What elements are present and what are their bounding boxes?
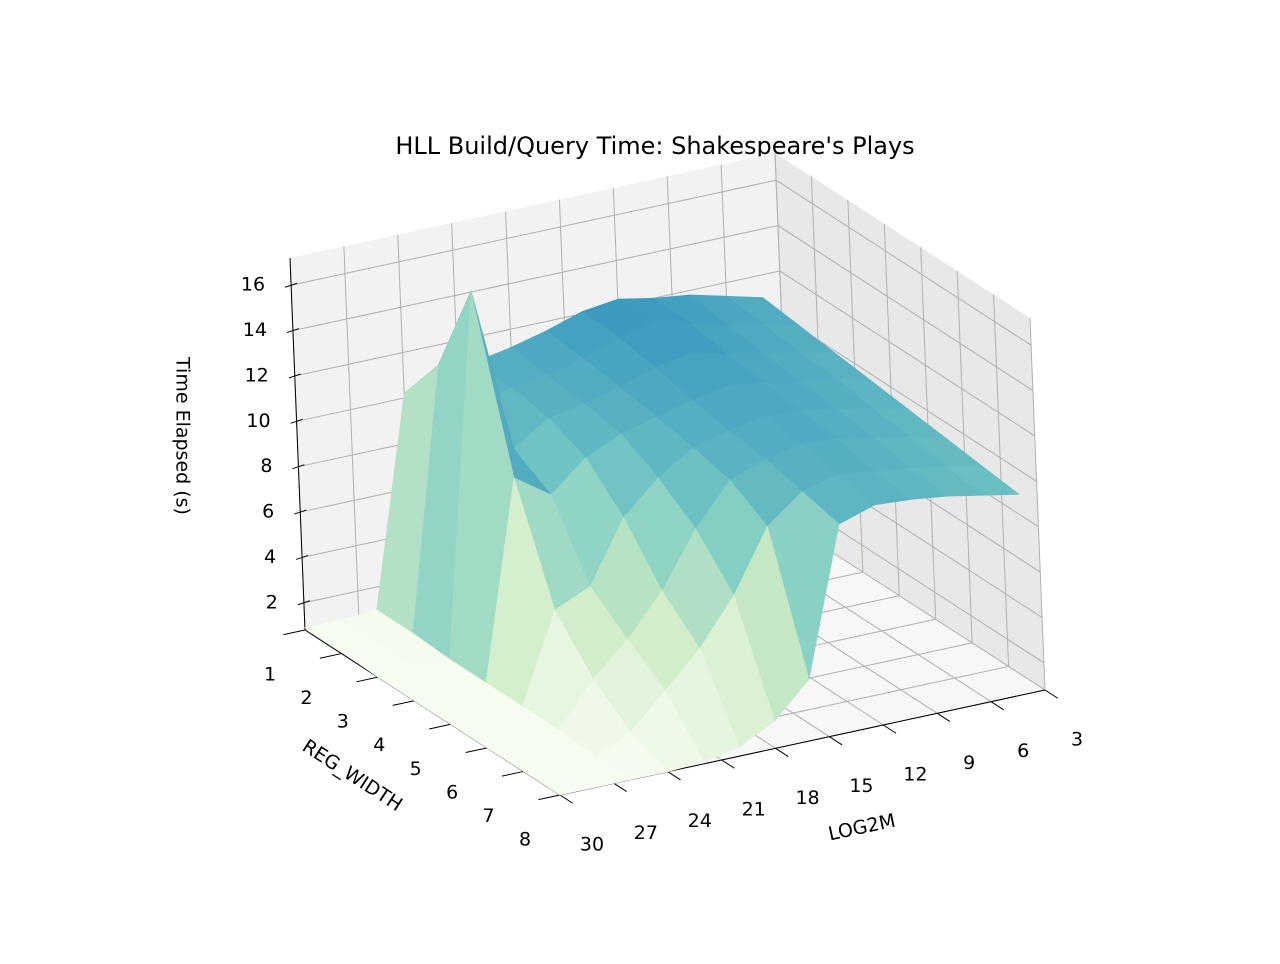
y-tick-label: 2 — [300, 687, 312, 709]
z-tick-label: 4 — [264, 546, 276, 568]
x-tick-label: 18 — [795, 787, 819, 809]
y-tick-label: 6 — [446, 781, 458, 803]
grid-line — [1029, 317, 1046, 691]
x-tick-label: 30 — [580, 834, 604, 856]
x-tick-label: 21 — [742, 799, 766, 821]
tick-mark — [1044, 689, 1059, 699]
tick-mark — [356, 676, 378, 683]
x-tick-label: 6 — [1017, 740, 1029, 762]
tick-mark — [283, 629, 306, 636]
tick-mark — [538, 794, 561, 801]
y-tick-label: 1 — [264, 664, 276, 686]
tick-mark — [613, 782, 627, 793]
y-tick-label: 8 — [519, 829, 531, 851]
z-tick-label: 6 — [262, 501, 274, 523]
z-tick-label: 10 — [246, 410, 270, 432]
x-axis-label: LOG2M — [826, 810, 897, 846]
tick-mark — [667, 771, 681, 781]
x-tick-label: 27 — [634, 822, 658, 844]
tick-mark — [883, 724, 897, 734]
grid-line — [343, 246, 360, 619]
tick-mark — [559, 794, 574, 804]
y-tick-label: 4 — [373, 734, 385, 756]
tick-mark — [392, 700, 415, 706]
x-tick-label: 3 — [1071, 729, 1083, 751]
z-tick-label: 16 — [241, 274, 265, 296]
y-tick-label: 3 — [337, 711, 349, 733]
grid-line — [290, 179, 777, 286]
tick-mark — [319, 653, 342, 659]
grid-line — [781, 315, 1037, 482]
tick-mark — [721, 759, 735, 769]
tick-mark — [829, 736, 843, 746]
chart-title: HLL Build/Query Time: Shakespeare's Play… — [395, 132, 914, 160]
z-tick-label: 12 — [245, 364, 269, 386]
grid-line — [779, 270, 1036, 437]
y-tick-label: 7 — [483, 805, 495, 827]
tick-mark — [465, 747, 488, 754]
axis-line — [289, 257, 306, 631]
z-tick-label: 8 — [260, 455, 272, 477]
grid-line — [292, 225, 779, 332]
tick-mark — [501, 770, 524, 777]
tick-mark — [429, 723, 451, 730]
y-tick-label: 5 — [410, 758, 422, 780]
x-tick-label: 9 — [963, 752, 975, 774]
grid-line — [775, 179, 1032, 346]
tick-mark — [936, 712, 951, 723]
x-tick-label: 12 — [903, 764, 927, 786]
grid-line — [777, 225, 1034, 392]
z-tick-label: 2 — [266, 591, 278, 613]
x-tick-label: 24 — [688, 810, 712, 832]
z-axis-label: Time Elapsed (s) — [172, 356, 194, 515]
z-tick-label: 14 — [243, 319, 267, 341]
y-axis-label: REG_WIDTH — [298, 735, 406, 816]
grid-line — [294, 270, 780, 377]
x-tick-label: 15 — [849, 775, 873, 797]
tick-mark — [775, 747, 789, 758]
tick-mark — [990, 701, 1005, 711]
surface-cell — [523, 763, 597, 796]
